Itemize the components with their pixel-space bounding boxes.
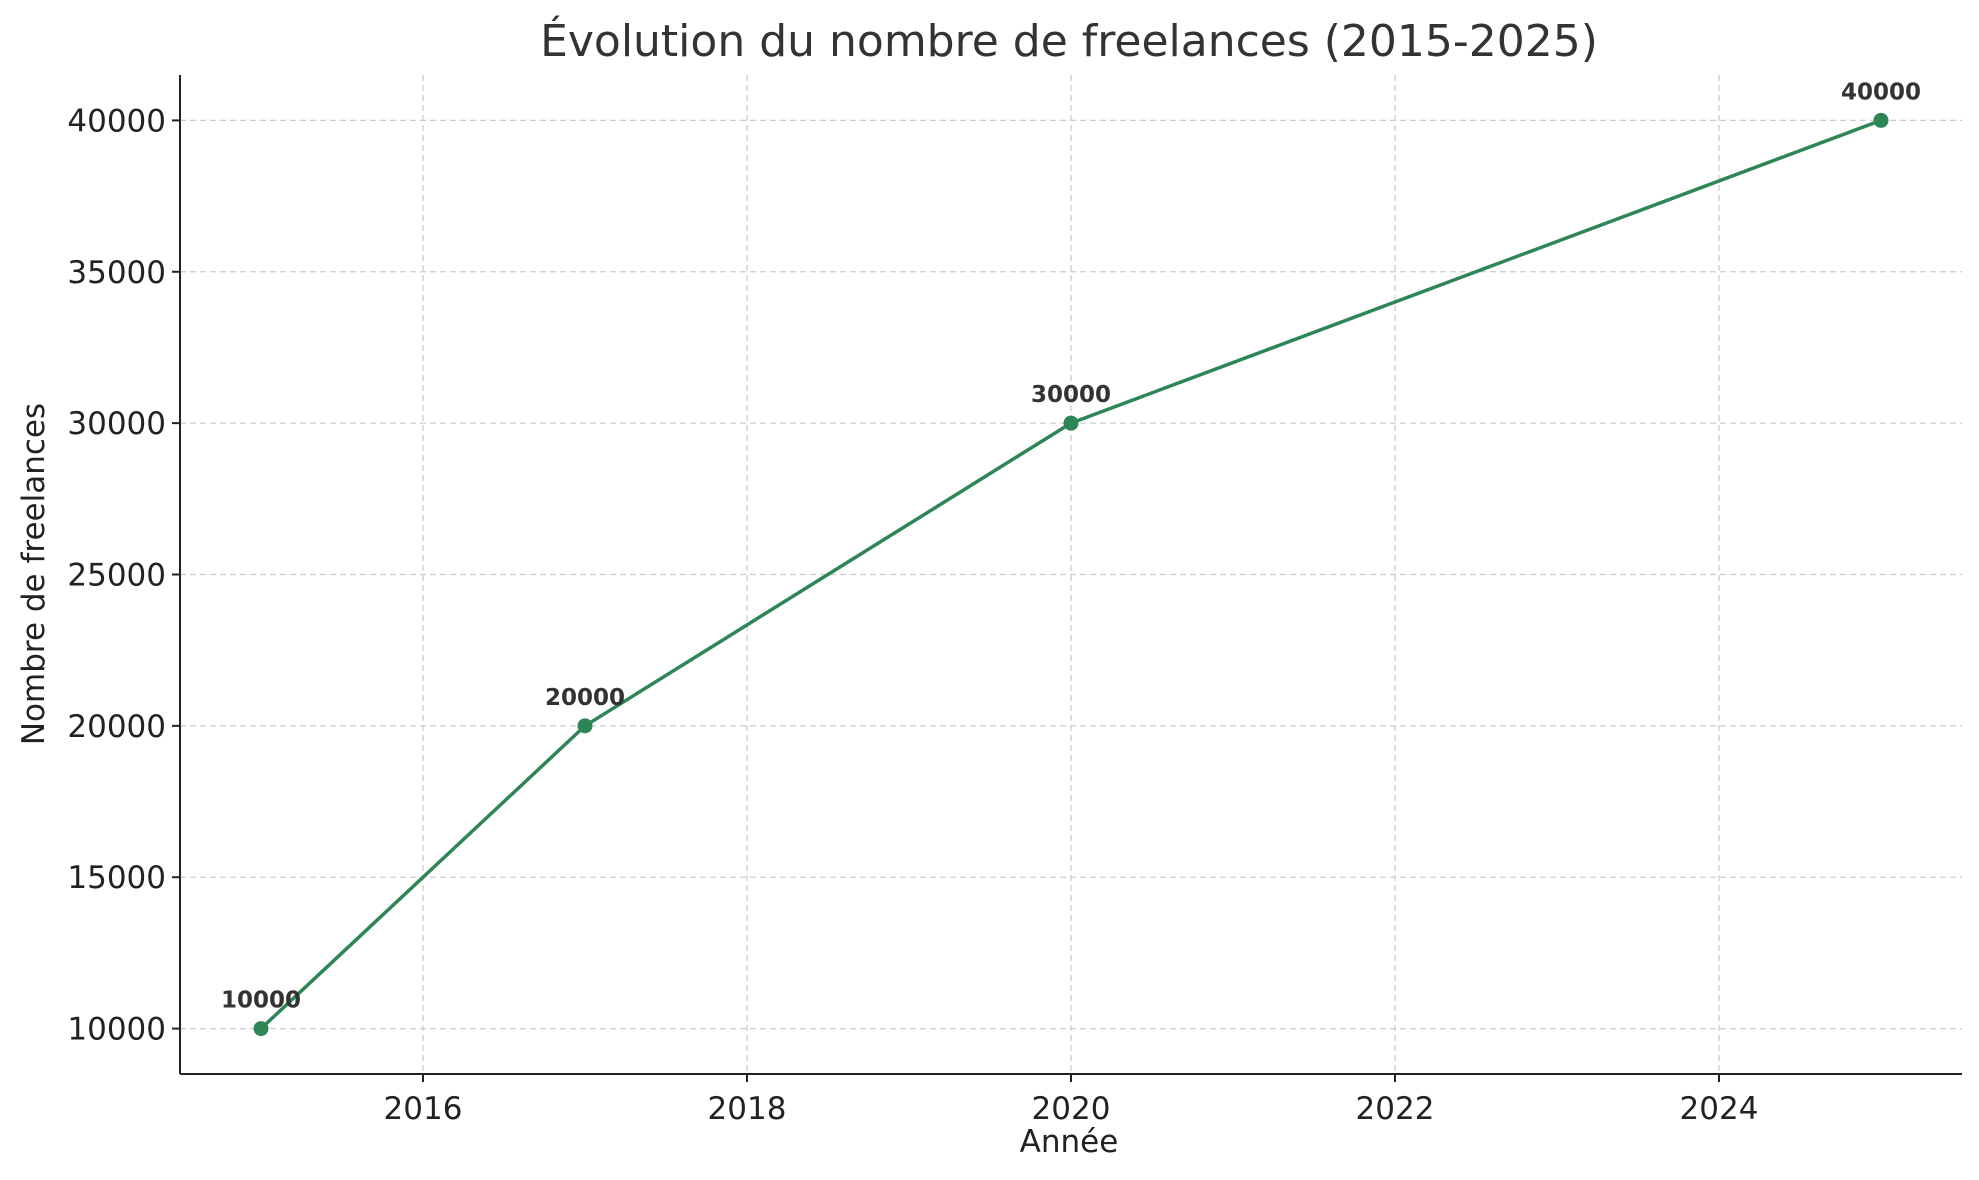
x-tick-label: 2020 (1032, 1091, 1111, 1127)
y-tick-label: 10000 (67, 1012, 166, 1048)
data-point (253, 1021, 269, 1037)
x-tick-label: 2024 (1680, 1091, 1759, 1127)
y-axis-label: Nombre de freelances (16, 403, 52, 745)
data-value-label: 20000 (545, 685, 625, 711)
data-value-label: 30000 (1031, 382, 1111, 408)
y-tick-label: 35000 (67, 255, 166, 291)
chart-title: Évolution du nombre de freelances (2015-… (540, 14, 1598, 67)
x-tick-label: 2022 (1356, 1091, 1435, 1127)
y-tick-label: 15000 (67, 860, 166, 896)
series-line (259, 118, 1882, 1030)
y-tick-label: 40000 (67, 103, 166, 139)
data-labels: 10000 20000 30000 40000 (221, 79, 1921, 1013)
data-point (1873, 112, 1889, 128)
y-tick-label: 30000 (67, 406, 166, 442)
data-value-label: 10000 (221, 988, 301, 1014)
x-tick-label: 2016 (384, 1091, 463, 1127)
series (253, 112, 1889, 1037)
data-point (1063, 415, 1079, 431)
y-tick-label: 20000 (67, 709, 166, 745)
x-axis-label: Année (1020, 1124, 1119, 1160)
data-point (577, 718, 593, 734)
grid (180, 75, 1962, 1074)
y-tick-label: 25000 (67, 558, 166, 594)
x-tick-label: 2018 (708, 1091, 787, 1127)
data-value-label: 40000 (1841, 79, 1921, 105)
axes: 2016 2018 2020 2022 2024 10000 15000 20000 25000… (67, 75, 1962, 1127)
